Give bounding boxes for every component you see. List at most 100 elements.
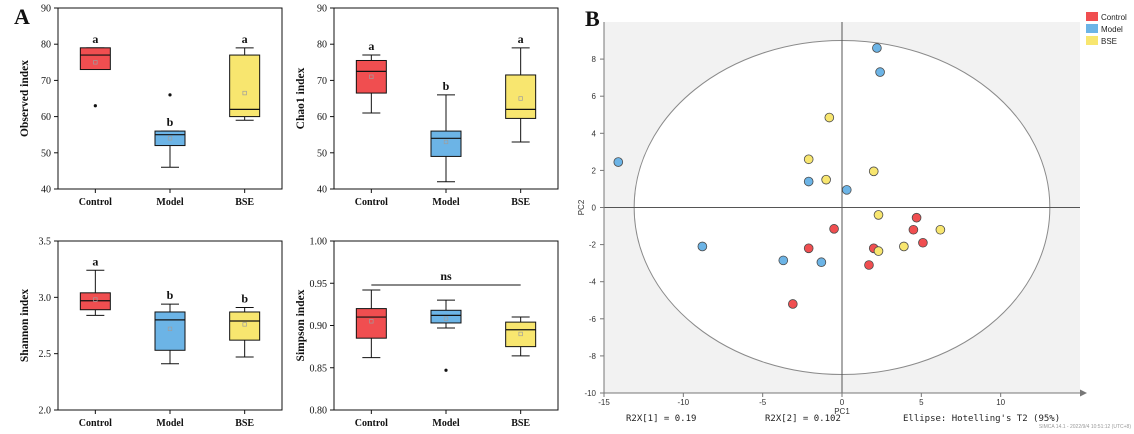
box-model <box>154 130 186 147</box>
box-control <box>79 47 111 71</box>
y-axis-label: Simpson index <box>295 289 307 361</box>
y-tick-label: -10 <box>584 389 596 398</box>
x-tick-label: Model <box>432 418 459 429</box>
x-tick-label: BSE <box>511 418 530 429</box>
significance-letter: a <box>368 39 374 53</box>
point-control <box>911 212 922 223</box>
x-tick-label: -15 <box>598 398 610 407</box>
x-tick-label: Model <box>432 197 459 208</box>
box-bse <box>229 54 261 118</box>
y-tick-label: 6 <box>592 92 597 101</box>
box-bse <box>229 311 261 341</box>
point-bse <box>873 210 884 220</box>
point-model <box>613 157 624 167</box>
point-model <box>816 257 827 268</box>
y-tick-label: 70 <box>317 76 327 87</box>
point-bse <box>824 112 835 123</box>
y-tick-label: 70 <box>41 76 51 87</box>
simca-stamp: SIMCA 14.1 - 2022/9/4 10:51:12 (UTC+8) <box>1039 424 1131 430</box>
y-axis-label: PC2 <box>577 199 586 215</box>
x-axis-arrow <box>1080 389 1087 397</box>
x-tick-label: Control <box>355 418 388 429</box>
point-control <box>864 260 874 270</box>
mean-marker <box>167 136 173 141</box>
y-tick-label: 50 <box>41 148 51 159</box>
y-tick-label: 80 <box>41 40 51 51</box>
box-bse <box>505 321 537 348</box>
y-tick-label: 60 <box>317 112 327 123</box>
y-tick-label: 40 <box>317 185 327 196</box>
y-tick-label: 40 <box>41 185 51 196</box>
x-tick-label: 5 <box>919 398 924 407</box>
y-tick-label: 0.85 <box>310 363 328 374</box>
panel-label-b: B <box>585 6 600 31</box>
point-control <box>918 237 928 248</box>
point-model <box>875 67 885 77</box>
point-model <box>697 241 708 252</box>
point-bse <box>803 154 814 165</box>
significance-letter: b <box>167 288 174 302</box>
significance-letter: a <box>92 254 98 268</box>
point-model <box>778 255 789 266</box>
y-tick-label: 90 <box>41 4 51 15</box>
x-tick-label: BSE <box>235 197 254 208</box>
y-tick-label: 2.0 <box>39 406 52 417</box>
y-tick-label: 0.90 <box>310 321 328 332</box>
y-tick-label: 1.00 <box>310 237 328 248</box>
point-control <box>788 299 798 309</box>
point-model <box>841 185 852 195</box>
y-tick-label: 3.5 <box>39 237 52 248</box>
legend-swatch-model <box>1086 24 1098 33</box>
point-control <box>908 224 919 235</box>
box-control <box>355 59 387 94</box>
y-axis-label: Observed index <box>19 60 31 137</box>
mean-marker <box>167 326 173 332</box>
x-tick-label: Control <box>79 197 112 208</box>
significance-letter: a <box>92 32 98 46</box>
r2x1-text: R2X[1] = 0.19 <box>626 414 696 424</box>
significance-letter: a <box>518 32 524 46</box>
y-tick-label: 3.0 <box>39 293 52 304</box>
x-tick-label: BSE <box>511 197 530 208</box>
mean-marker <box>369 319 374 324</box>
shannon-index-boxplot: 2.0 2.5 3.0 3.5 Shannon index Control Model BSE… <box>19 237 283 429</box>
panel-label-a: A <box>14 4 30 29</box>
y-tick-label: 2 <box>592 166 597 175</box>
significance-letter: b <box>241 291 248 305</box>
x-tick-label: BSE <box>235 418 254 429</box>
point-bse <box>821 174 831 185</box>
point-control <box>829 224 839 234</box>
significance-letter: a <box>242 32 248 46</box>
y-tick-label: 8 <box>592 55 597 64</box>
y-tick-label: 80 <box>317 40 327 51</box>
box-model <box>154 311 186 351</box>
legend-label: Model <box>1101 25 1123 34</box>
point-bse <box>868 166 879 177</box>
x-tick-label: 0 <box>840 398 845 407</box>
mean-marker <box>443 139 449 145</box>
point-bse <box>899 241 909 252</box>
significance-letter: b <box>443 79 450 93</box>
mean-marker <box>369 74 374 79</box>
x-tick-label: Control <box>355 197 388 208</box>
mean-marker <box>443 316 449 321</box>
mean-marker <box>242 322 247 327</box>
y-axis-label: Shannon index <box>19 289 31 362</box>
x-tick-label: -10 <box>678 398 690 407</box>
mean-marker <box>242 90 247 96</box>
x-tick-label: Control <box>79 418 112 429</box>
observed-index-boxplot: 40 50 60 70 80 90 Observed index Control Model BS… <box>19 4 283 208</box>
ns-label: ns <box>440 269 452 283</box>
y-tick-label: 0 <box>592 204 597 213</box>
point-control <box>803 243 814 254</box>
legend-label: BSE <box>1101 37 1117 46</box>
y-tick-label: -8 <box>589 352 597 361</box>
y-axis-label: Chao1 index <box>295 67 307 129</box>
y-tick-label: 0.95 <box>310 279 328 290</box>
y-tick-label: 90 <box>317 4 327 15</box>
y-tick-label: 50 <box>317 148 327 159</box>
legend-label: Control <box>1101 13 1127 22</box>
point-model <box>803 176 814 187</box>
